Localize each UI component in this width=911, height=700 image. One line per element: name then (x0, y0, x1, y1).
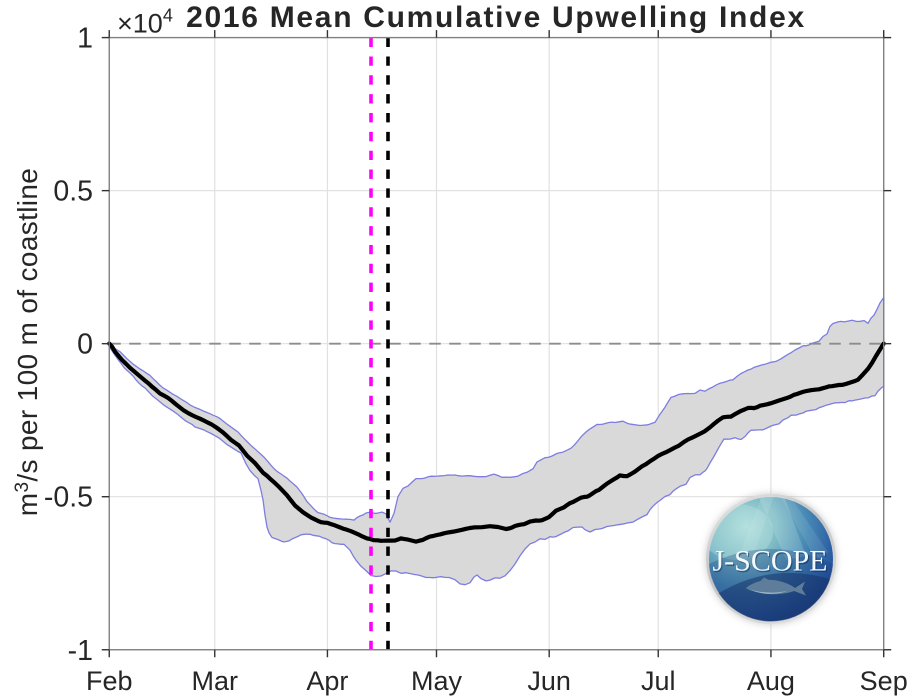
svg-text:Jul: Jul (641, 666, 676, 696)
svg-text:Mar: Mar (191, 666, 238, 696)
svg-text:Sep: Sep (860, 666, 908, 696)
svg-text:Aug: Aug (747, 666, 795, 696)
svg-text:-1: -1 (68, 635, 93, 667)
svg-text:Feb: Feb (86, 666, 133, 696)
svg-text:1: 1 (77, 23, 93, 55)
svg-text:-0.5: -0.5 (44, 482, 93, 514)
svg-text:Apr: Apr (306, 666, 348, 696)
svg-text:J-SCOPE: J-SCOPE (712, 545, 827, 578)
svg-text:0: 0 (77, 329, 93, 361)
svg-text:×104: ×104 (117, 6, 173, 39)
svg-text:2016 Mean Cumulative Upwelling: 2016 Mean Cumulative Upwelling Index (186, 1, 806, 34)
svg-text:m3/s per 100 m of coastline: m3/s per 100 m of coastline (12, 168, 43, 516)
svg-text:0.5: 0.5 (53, 176, 93, 208)
svg-text:J-SCOPE: J-SCOPE (714, 546, 829, 579)
svg-text:May: May (411, 666, 463, 696)
svg-text:Jun: Jun (527, 666, 571, 696)
